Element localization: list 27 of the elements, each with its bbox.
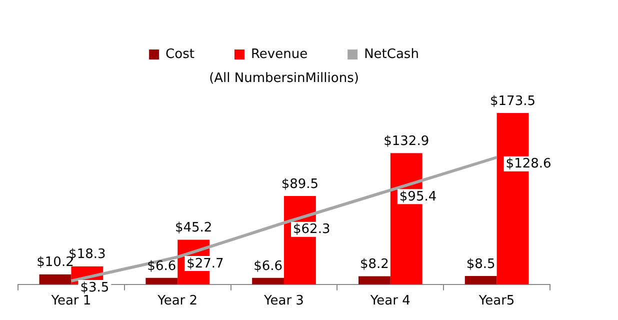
data-label: $89.5 [281,176,319,192]
legend-label: NetCash [364,46,419,62]
bar [358,276,390,284]
chart-subtitle: (All NumbersinMillions) [209,71,359,86]
bar [252,278,284,284]
data-label: $8.5 [466,256,496,272]
bar [464,276,497,284]
x-tick-label: Year 1 [50,294,92,309]
x-tick-label: Year 3 [263,294,304,309]
data-label: $6.6 [147,258,176,274]
data-label: $132.9 [384,134,430,149]
legend-label: Cost [166,46,194,62]
data-label: $8.2 [360,257,389,272]
x-tick-label: Year 2 [156,294,198,309]
bar [39,274,72,284]
data-label: $62.3 [293,222,330,238]
x-tick-label: Year 4 [369,294,410,309]
data-label: $27.7 [186,256,224,272]
data-label: $128.6 [506,156,552,172]
data-label: $3.5 [80,280,110,296]
bar [146,278,178,284]
legend-label: Revenue [250,46,308,62]
data-label: $45.2 [174,220,212,236]
x-tick-label: Year5 [478,294,515,309]
data-label: $173.5 [490,94,536,109]
data-label: $95.4 [399,190,437,205]
data-label: $6.6 [254,258,283,274]
